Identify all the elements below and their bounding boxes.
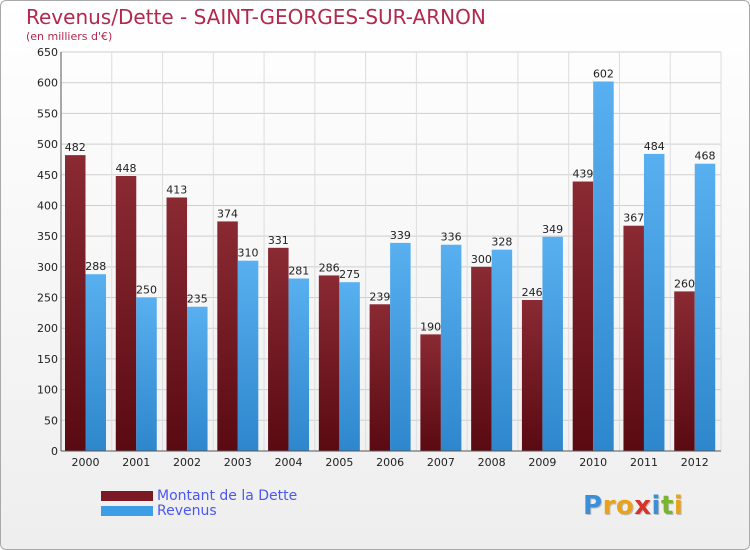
bar-dette bbox=[268, 247, 289, 451]
bar-dette bbox=[217, 221, 238, 451]
x-tick-label: 2011 bbox=[630, 456, 658, 469]
bar-dette bbox=[623, 225, 644, 451]
logo-letter: o bbox=[615, 491, 635, 521]
data-label: 482 bbox=[65, 141, 86, 154]
data-label: 484 bbox=[644, 140, 665, 153]
chart-subtitle: (en milliers d'€) bbox=[26, 30, 113, 43]
x-tick-label: 2010 bbox=[579, 456, 607, 469]
y-tick-label: 350 bbox=[37, 230, 58, 243]
bar-dette bbox=[65, 155, 86, 451]
y-tick-label: 100 bbox=[37, 384, 58, 397]
legend-swatch-revenus bbox=[101, 505, 153, 516]
bar-revenus bbox=[187, 306, 208, 451]
bar-dette bbox=[369, 304, 391, 451]
y-tick-label: 300 bbox=[37, 261, 58, 274]
chart-title: Revenus/Dette - SAINT-GEORGES-SUR-ARNON bbox=[26, 5, 486, 29]
data-label: 336 bbox=[441, 231, 462, 244]
logo-letter: x bbox=[634, 491, 652, 521]
y-tick-label: 650 bbox=[37, 46, 58, 59]
data-label: 331 bbox=[268, 234, 289, 247]
data-label: 468 bbox=[694, 150, 715, 163]
y-tick-label: 550 bbox=[37, 107, 58, 120]
data-label: 602 bbox=[593, 67, 614, 80]
logo-letter: i bbox=[651, 491, 661, 521]
data-label: 300 bbox=[471, 253, 492, 266]
bar-revenus bbox=[85, 274, 106, 451]
logo-letter: r bbox=[602, 491, 616, 521]
bar-dette bbox=[318, 275, 340, 451]
y-tick-label: 200 bbox=[37, 322, 58, 335]
x-tick-label: 2012 bbox=[681, 456, 709, 469]
legend-swatch-dette bbox=[101, 490, 153, 501]
x-tick-label: 2005 bbox=[325, 456, 353, 469]
x-tick-label: 2000 bbox=[72, 456, 100, 469]
x-tick-label: 2002 bbox=[173, 456, 201, 469]
bar-revenus bbox=[237, 260, 259, 451]
logo-letter: P bbox=[583, 491, 603, 521]
data-label: 235 bbox=[187, 293, 208, 306]
data-label: 439 bbox=[572, 168, 593, 181]
data-label: 374 bbox=[217, 207, 238, 220]
legend-label-dette: Montant de la Dette bbox=[157, 487, 298, 504]
bar-dette bbox=[166, 197, 188, 451]
y-tick-label: 450 bbox=[37, 169, 58, 182]
chart-legend: Montant de la Dette Revenus bbox=[101, 487, 298, 519]
bar-revenus bbox=[339, 282, 360, 451]
data-label: 349 bbox=[542, 223, 563, 236]
bar-dette bbox=[115, 175, 137, 451]
bar-revenus bbox=[288, 278, 310, 451]
logo-letter: i bbox=[673, 491, 684, 521]
x-tick-label: 2003 bbox=[224, 456, 252, 469]
logo-letter: t bbox=[660, 491, 674, 521]
bar-dette bbox=[674, 291, 695, 451]
y-tick-label: 500 bbox=[37, 138, 58, 151]
x-tick-label: 2009 bbox=[528, 456, 556, 469]
data-label: 250 bbox=[136, 284, 157, 297]
x-tick-label: 2001 bbox=[122, 456, 150, 469]
y-tick-label: 250 bbox=[37, 292, 58, 305]
data-label: 448 bbox=[116, 162, 137, 175]
bar-revenus bbox=[542, 236, 563, 451]
y-tick-label: 400 bbox=[37, 199, 58, 212]
bar-dette bbox=[521, 299, 543, 451]
y-tick-label: 150 bbox=[37, 353, 58, 366]
data-label: 413 bbox=[166, 183, 187, 196]
data-label: 288 bbox=[85, 260, 106, 273]
data-label: 339 bbox=[390, 229, 411, 242]
data-label: 367 bbox=[623, 212, 644, 225]
y-tick-label: 50 bbox=[44, 414, 58, 427]
bar-revenus bbox=[593, 81, 614, 452]
y-tick-label: 0 bbox=[51, 445, 58, 458]
data-label: 246 bbox=[522, 286, 543, 299]
bar-revenus bbox=[694, 163, 716, 451]
legend-label-revenus: Revenus bbox=[157, 502, 217, 519]
data-label: 260 bbox=[674, 277, 695, 290]
legend-item-revenus: Revenus bbox=[101, 502, 297, 519]
data-label: 281 bbox=[288, 265, 309, 278]
bar-dette bbox=[572, 181, 594, 451]
x-tick-label: 2008 bbox=[478, 456, 506, 469]
bar-revenus bbox=[136, 297, 157, 451]
bar-revenus bbox=[643, 153, 665, 451]
x-tick-label: 2006 bbox=[376, 456, 404, 469]
bar-revenus bbox=[440, 244, 462, 451]
data-label: 310 bbox=[238, 247, 259, 260]
data-label: 275 bbox=[339, 268, 360, 281]
x-tick-label: 2007 bbox=[427, 456, 455, 469]
bar-revenus bbox=[390, 242, 411, 451]
bar-revenus bbox=[491, 249, 513, 451]
data-label: 286 bbox=[319, 261, 340, 274]
bar-dette bbox=[471, 266, 492, 451]
y-tick-label: 600 bbox=[37, 77, 58, 90]
data-label: 190 bbox=[420, 320, 441, 333]
proxiti-logo: Proxiti bbox=[583, 491, 683, 521]
data-label: 239 bbox=[369, 290, 390, 303]
data-label: 328 bbox=[491, 236, 512, 249]
bar-dette bbox=[420, 334, 441, 451]
legend-item-dette: Montant de la Dette bbox=[101, 487, 298, 504]
x-tick-label: 2004 bbox=[275, 456, 303, 469]
